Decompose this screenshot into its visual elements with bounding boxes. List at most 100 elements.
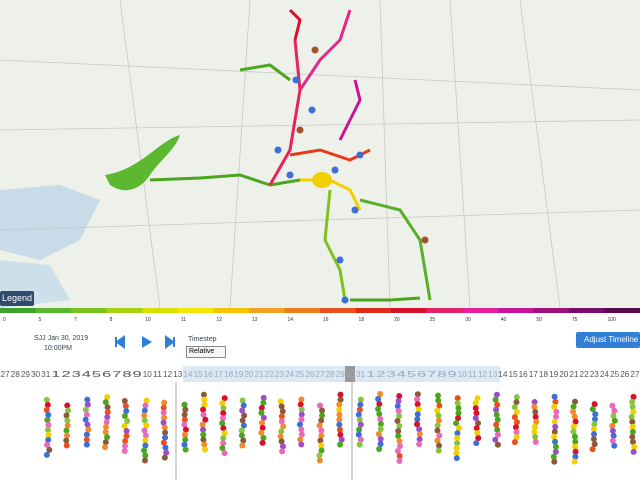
- playback-buttons: [115, 335, 175, 349]
- station-dot: [219, 400, 226, 407]
- scale-label: 5: [39, 317, 42, 323]
- station-dot: [513, 429, 520, 436]
- station-dot: [44, 416, 51, 423]
- station-dot: [553, 408, 560, 415]
- station-dot: [277, 433, 284, 440]
- station-dot: [414, 411, 421, 418]
- day-label: 23: [590, 369, 599, 379]
- day-label: 20: [559, 369, 568, 379]
- station-dot: [142, 442, 149, 449]
- station-dot: [45, 431, 52, 438]
- station-dot: [394, 418, 401, 425]
- step-back[interactable]: [115, 335, 125, 349]
- station-dot: [611, 407, 618, 414]
- station-dot: [552, 448, 559, 455]
- station-dot: [454, 400, 461, 407]
- station-dot: [551, 458, 558, 465]
- station-dot: [493, 391, 500, 398]
- scale-label: 7: [74, 317, 77, 323]
- adjust-timeline-button[interactable]: Adjust Timeline: [576, 332, 640, 348]
- station-dot: [161, 424, 168, 431]
- station-dot: [104, 414, 111, 421]
- station-dot: [494, 431, 501, 438]
- station-dot: [474, 430, 481, 437]
- station-dot: [592, 411, 599, 418]
- station-dot: [143, 422, 150, 429]
- station-dot: [473, 410, 480, 417]
- step-forward[interactable]: [165, 335, 175, 349]
- station-dot: [201, 401, 208, 408]
- station-dot: [85, 426, 92, 433]
- station-dot: [240, 422, 247, 429]
- station-dot: [142, 402, 149, 409]
- scale-label: 30: [465, 317, 471, 323]
- scale-swatch: [462, 308, 499, 313]
- station-dot: [278, 428, 285, 435]
- map[interactable]: [0, 0, 640, 308]
- station-dot: [434, 437, 441, 444]
- station-dot: [513, 399, 520, 406]
- scale-label: 16: [323, 317, 329, 323]
- station-dot: [260, 399, 267, 406]
- delta-area: [105, 135, 180, 191]
- map-background: [0, 0, 640, 308]
- station-dot: [160, 419, 167, 426]
- station-dot: [123, 408, 130, 415]
- station-dot: [493, 421, 500, 428]
- day-label: 19: [234, 369, 243, 379]
- station-dot: [219, 420, 226, 427]
- station-dot: [82, 406, 89, 413]
- station-dot: [63, 442, 70, 449]
- station-dot: [376, 401, 383, 408]
- legend-button[interactable]: Legend: [0, 291, 34, 306]
- station-dot: [82, 416, 89, 423]
- day-label: 1: [51, 369, 61, 379]
- station-dot: [377, 416, 384, 423]
- scale-swatch: [497, 308, 534, 313]
- station-dot: [83, 436, 90, 443]
- station-dot: [531, 399, 538, 406]
- day-label: 3: [72, 369, 82, 379]
- station-dot: [416, 431, 423, 438]
- station-dot: [142, 437, 149, 444]
- timestep-select[interactable]: Relative: [186, 346, 226, 358]
- station-dot: [376, 446, 383, 453]
- play[interactable]: [142, 336, 152, 348]
- station-dot: [472, 400, 479, 407]
- station-dot: [199, 421, 206, 428]
- station-dot: [181, 411, 188, 418]
- station-dot: [220, 405, 227, 412]
- station-dot: [181, 441, 188, 448]
- day-label: 15: [194, 369, 203, 379]
- station-dot: [298, 426, 305, 433]
- station-dot: [357, 436, 364, 443]
- station-dot: [434, 427, 441, 434]
- station-dot: [336, 416, 343, 423]
- station-dot: [259, 439, 266, 446]
- station-dot: [629, 433, 636, 440]
- station-dot: [141, 412, 148, 419]
- scale-swatch: [355, 308, 392, 313]
- station-dot: [239, 442, 246, 449]
- station-dot: [200, 406, 207, 413]
- station-dot: [338, 436, 345, 443]
- station-dot: [319, 407, 326, 414]
- day-label: 5: [407, 369, 417, 379]
- station-dot: [572, 443, 579, 450]
- station-dot: [610, 412, 617, 419]
- station-dot: [453, 420, 460, 427]
- station-dot: [494, 401, 501, 408]
- station-dot: [200, 431, 207, 438]
- station-dot: [181, 431, 188, 438]
- station-dot: [551, 393, 558, 400]
- station-dot: [572, 418, 579, 425]
- station-dot: [258, 429, 265, 436]
- station-dot: [45, 436, 52, 443]
- station-dot: [316, 457, 323, 464]
- station-dot: [396, 438, 403, 445]
- station-dot: [552, 398, 559, 405]
- scale-label: 0: [3, 317, 6, 323]
- station-dot: [531, 429, 538, 436]
- day-label: 27: [315, 369, 324, 379]
- scale-label: 8: [110, 317, 113, 323]
